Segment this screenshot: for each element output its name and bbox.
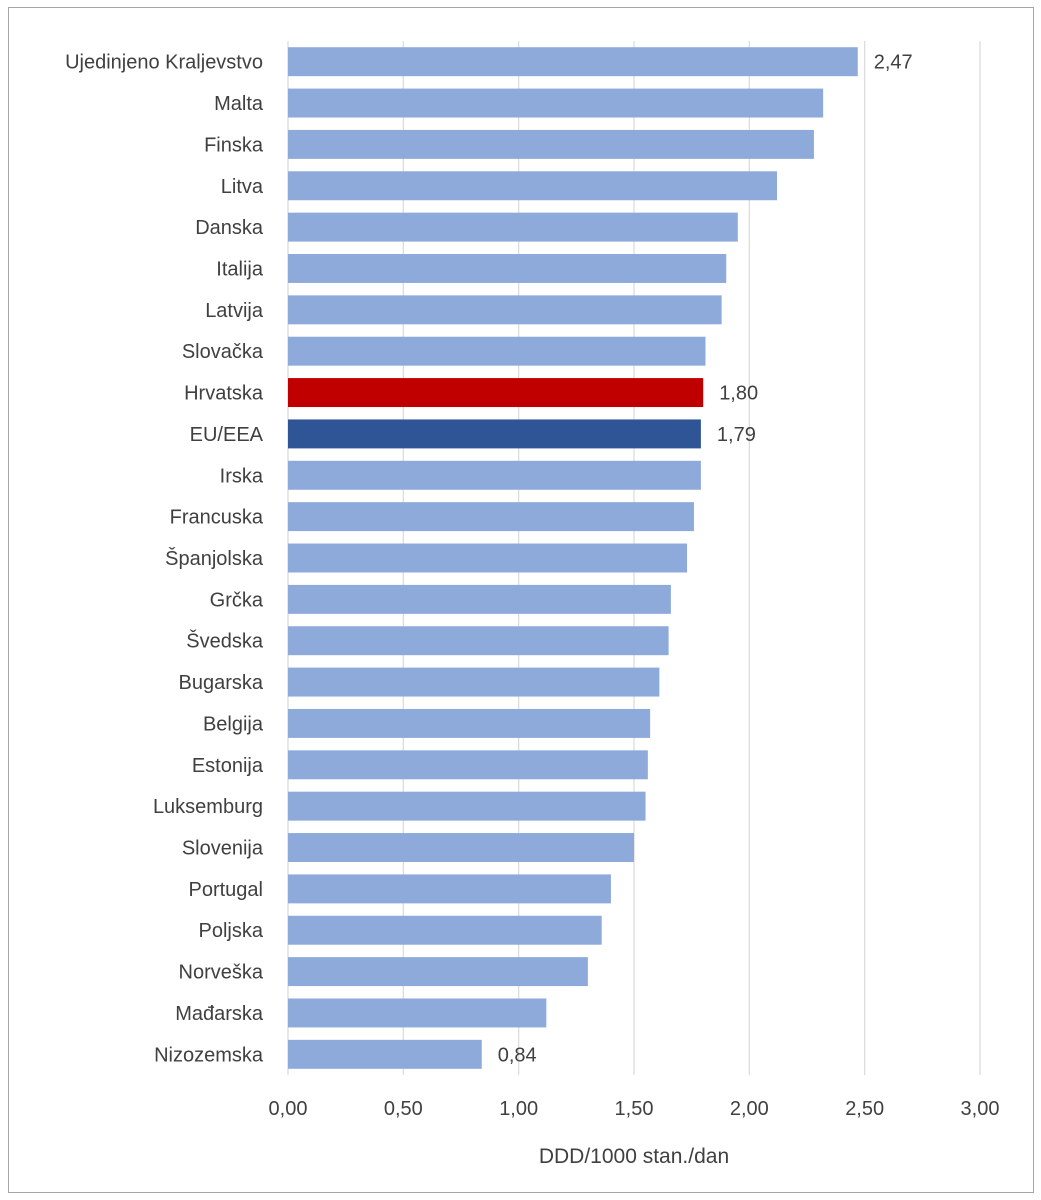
category-label: Španjolska bbox=[165, 547, 264, 570]
bar bbox=[288, 378, 704, 408]
bar bbox=[288, 88, 824, 118]
bar bbox=[288, 295, 722, 325]
category-label: Finska bbox=[204, 134, 264, 156]
category-label: Švedska bbox=[186, 630, 264, 653]
bar bbox=[288, 419, 701, 449]
x-tick-label: 0,00 bbox=[269, 1098, 308, 1120]
bar bbox=[288, 1039, 482, 1069]
x-tick-label: 0,50 bbox=[384, 1098, 423, 1120]
bar bbox=[288, 750, 648, 780]
category-label: Estonija bbox=[192, 755, 264, 777]
bar bbox=[288, 584, 671, 614]
category-label: Grčka bbox=[210, 589, 264, 611]
category-label: Italija bbox=[216, 258, 264, 280]
x-tick-label: 2,00 bbox=[730, 1098, 769, 1120]
category-label: Slovenija bbox=[182, 838, 264, 860]
bar bbox=[288, 708, 651, 738]
category-label: Mađarska bbox=[175, 1003, 264, 1025]
x-axis-title: DDD/1000 stan./dan bbox=[539, 1145, 729, 1168]
bar bbox=[288, 915, 602, 945]
data-label: 1,79 bbox=[717, 424, 756, 446]
bar bbox=[288, 212, 738, 242]
bar bbox=[288, 874, 611, 904]
bar bbox=[288, 336, 706, 366]
x-tick-label: 1,00 bbox=[499, 1098, 538, 1120]
category-label: Portugal bbox=[189, 879, 264, 901]
x-tick-label: 2,50 bbox=[845, 1098, 884, 1120]
bar bbox=[288, 543, 688, 573]
category-label: Nizozemska bbox=[154, 1044, 264, 1066]
category-labels: Ujedinjeno Kraljevstvo Malta Finska Litva Da… bbox=[65, 52, 264, 1067]
data-label: 1,80 bbox=[719, 383, 758, 405]
category-label: Irska bbox=[220, 465, 264, 487]
category-label: Ujedinjeno Kraljevstvo bbox=[65, 52, 263, 74]
bar bbox=[288, 254, 727, 283]
category-label: Belgija bbox=[203, 713, 264, 735]
data-labels: 2,47 1,80 1,79 0,84 bbox=[498, 52, 913, 1067]
category-label: Latvija bbox=[205, 300, 264, 322]
bar bbox=[288, 171, 778, 201]
x-tick-label: 3,00 bbox=[961, 1098, 1000, 1120]
bar bbox=[288, 791, 646, 821]
category-label: Luksemburg bbox=[153, 796, 263, 818]
bar bbox=[288, 957, 588, 987]
category-label: Litva bbox=[221, 176, 264, 198]
data-label: 2,47 bbox=[874, 52, 913, 74]
x-tick-labels: 0,00 0,50 1,00 1,50 2,00 2,50 3,00 bbox=[269, 1098, 1000, 1120]
bar-chart: Ujedinjeno Kraljevstvo Malta Finska Litva Da… bbox=[65, 41, 1000, 1168]
category-label: Poljska bbox=[199, 920, 264, 942]
bar bbox=[288, 626, 669, 656]
bar bbox=[288, 667, 660, 697]
category-label: Francuska bbox=[170, 507, 264, 529]
category-label: Norveška bbox=[179, 962, 264, 984]
data-label: 0,84 bbox=[498, 1044, 537, 1066]
chart-frame: Ujedinjeno Kraljevstvo Malta Finska Litva Da… bbox=[8, 7, 1034, 1193]
category-label: Danska bbox=[195, 217, 264, 239]
category-label: EU/EEA bbox=[190, 424, 264, 446]
bar bbox=[288, 460, 701, 490]
bar bbox=[288, 833, 634, 862]
bar bbox=[288, 998, 547, 1028]
category-label: Malta bbox=[214, 93, 264, 115]
category-label: Hrvatska bbox=[184, 383, 264, 405]
bar bbox=[288, 502, 694, 532]
bar bbox=[288, 129, 814, 159]
category-label: Bugarska bbox=[179, 672, 264, 694]
x-tick-label: 1,50 bbox=[615, 1098, 654, 1120]
bar bbox=[288, 47, 858, 77]
bars bbox=[288, 47, 858, 1069]
category-label: Slovačka bbox=[182, 341, 264, 363]
